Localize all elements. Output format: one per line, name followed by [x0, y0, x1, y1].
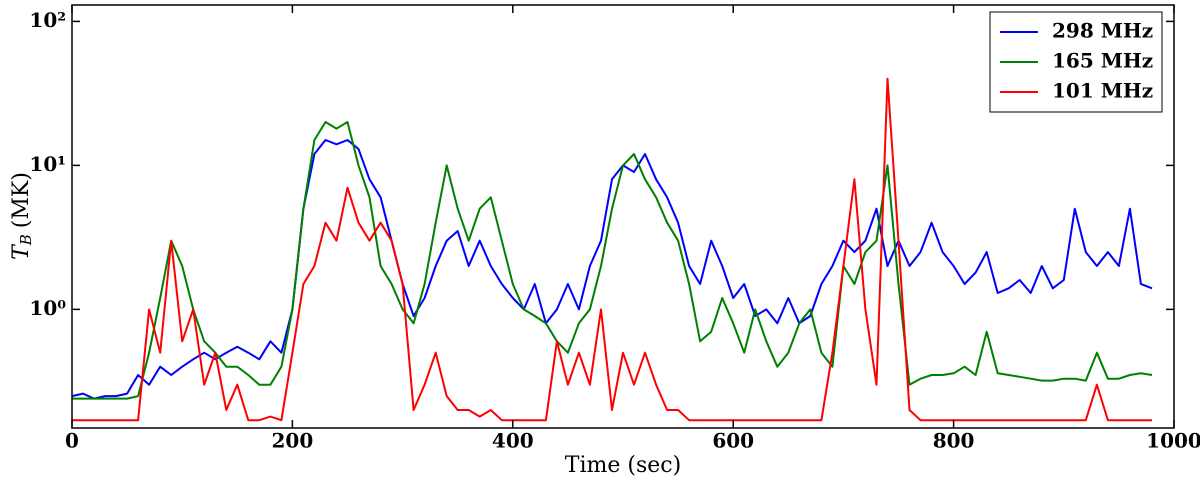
x-axis-label: Time (sec)	[565, 453, 681, 478]
series-line	[71, 139, 1153, 400]
y-axis-label: TB (MK)	[9, 172, 35, 260]
x-tick-label: 600	[712, 429, 754, 453]
x-tick-label: 1000	[1146, 429, 1200, 453]
plot-frame	[71, 4, 1175, 429]
y-label-unit: (MK)	[9, 172, 34, 228]
y-label-main: T	[9, 243, 34, 260]
series-line	[72, 77, 1152, 422]
legend-label: 101 MHz	[1052, 79, 1153, 103]
y-tick-label: 10¹	[29, 152, 66, 176]
x-tick-label: 200	[272, 429, 314, 453]
legend-label: 298 MHz	[1052, 19, 1153, 43]
x-tick-label: 800	[933, 429, 975, 453]
y-tick-label: 10⁰	[29, 296, 66, 320]
series-line	[72, 121, 1153, 400]
x-tick-label: 0	[65, 429, 79, 453]
y-label-sub: B	[17, 234, 35, 246]
y-tick-label: 10²	[29, 8, 66, 32]
legend-label: 165 MHz	[1052, 49, 1153, 73]
legend: 298 MHz 165 MHz 101 MHz	[989, 11, 1163, 113]
x-tick-label: 400	[492, 429, 534, 453]
